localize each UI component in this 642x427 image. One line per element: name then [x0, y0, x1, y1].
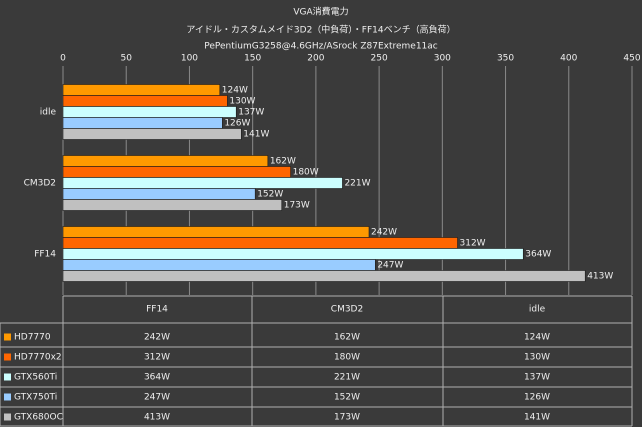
table-cell: 152W: [334, 393, 360, 403]
legend-label: HD7770: [14, 333, 51, 343]
value-label: 413W: [587, 272, 613, 282]
bar: [62, 237, 458, 249]
table-cell: 141W: [524, 413, 550, 423]
table-cell: 221W: [334, 373, 360, 383]
value-label: 124W: [222, 86, 248, 96]
table-cell: 242W: [144, 333, 170, 343]
x-tick-label: 150: [244, 54, 261, 64]
bar: [62, 270, 586, 282]
y-tick-label: idle: [40, 108, 57, 118]
table-cell: 247W: [144, 393, 170, 403]
table-cell: 126W: [524, 393, 550, 403]
value-label: 130W: [229, 97, 255, 107]
legend-label: GTX560Ti: [14, 373, 57, 383]
x-tick-label: 200: [307, 54, 324, 64]
bar: [62, 199, 283, 211]
bar: [62, 259, 376, 271]
bar: [62, 117, 223, 129]
value-label: 126W: [224, 119, 250, 129]
x-tick-label: 0: [60, 54, 66, 64]
table-header: CM3D2: [331, 305, 363, 315]
legend-swatch: [4, 413, 11, 421]
table-cell: 312W: [144, 353, 170, 363]
value-label: 312W: [460, 239, 486, 249]
legend-label: GTX680OC: [14, 413, 63, 423]
x-tick-label: 250: [371, 54, 388, 64]
legend-swatch: [4, 393, 11, 401]
bar: [62, 177, 343, 189]
table-cell: 137W: [524, 373, 550, 383]
chart-title: VGA消費電力: [293, 6, 348, 18]
bar: [62, 95, 228, 107]
bar: [62, 166, 291, 178]
table-cell: 124W: [524, 333, 550, 343]
bar: [62, 84, 221, 96]
x-tick-label: 450: [623, 54, 640, 64]
x-tick-label: 50: [120, 54, 132, 64]
bar: [62, 155, 269, 167]
value-label: 173W: [284, 201, 310, 211]
x-tick-label: 300: [434, 54, 451, 64]
bar: [62, 188, 256, 200]
legend-swatch: [4, 353, 11, 361]
table-cell: 364W: [144, 373, 170, 383]
chart-note: PePentiumG3258@4.6GHz/ASrock Z87Extreme1…: [204, 42, 438, 52]
table-header: idle: [529, 305, 546, 315]
value-label: 242W: [371, 228, 397, 238]
legend-swatch: [4, 373, 11, 381]
value-label: 162W: [270, 157, 296, 167]
bar: [62, 248, 524, 260]
y-tick-label: CM3D2: [24, 179, 56, 189]
value-label: 141W: [243, 130, 269, 140]
legend-label: HD7770x2: [14, 353, 62, 363]
value-label: 137W: [238, 108, 264, 118]
table-cell: 173W: [334, 413, 360, 423]
legend-swatch: [4, 333, 11, 341]
x-tick-label: 400: [560, 54, 577, 64]
x-tick-label: 100: [181, 54, 198, 64]
table-cell: 413W: [144, 413, 170, 423]
y-tick-label: FF14: [34, 250, 56, 260]
value-label: 247W: [377, 261, 403, 271]
data-table: [0, 295, 633, 427]
value-label: 364W: [525, 250, 551, 260]
chart-subtitle: アイドル・カスタムメイド3D2（中負荷）・FF14ベンチ（高負荷）: [186, 24, 455, 36]
value-label: 221W: [344, 179, 370, 189]
bar: [62, 226, 370, 238]
table-cell: 162W: [334, 333, 360, 343]
table-cell: 130W: [524, 353, 550, 363]
x-tick-label: 350: [497, 54, 514, 64]
table-header: FF14: [146, 305, 168, 315]
bar: [62, 106, 237, 118]
legend-label: GTX750Ti: [14, 393, 57, 403]
value-label: 180W: [293, 168, 319, 178]
value-label: 152W: [257, 190, 283, 200]
bar: [62, 128, 242, 140]
table-cell: 180W: [334, 353, 360, 363]
